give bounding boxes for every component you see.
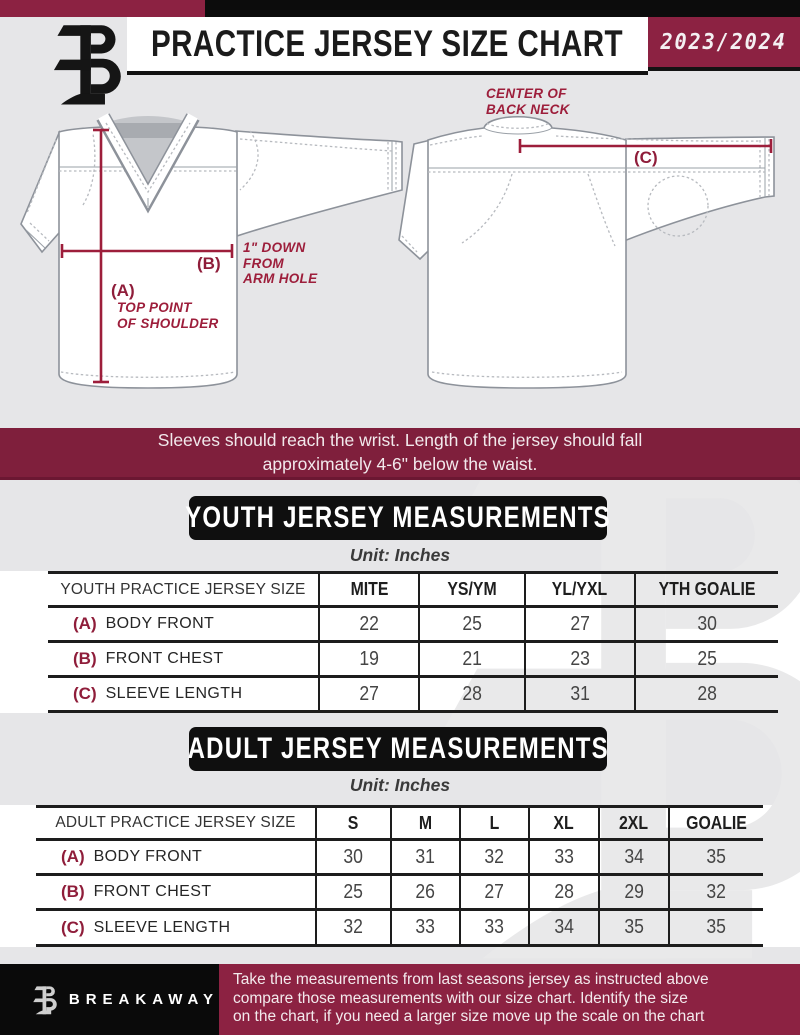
adult-cell: 30 — [315, 841, 390, 876]
adult-cell: 32 — [459, 841, 528, 876]
armhole-note: 1" DOWN FROM ARM HOLE — [243, 240, 318, 286]
back-jersey-drawing — [398, 115, 775, 389]
adult-cell: 32 — [315, 911, 390, 947]
adult-cell: 25 — [315, 876, 390, 911]
youth-cell: 25 — [418, 608, 524, 643]
adult-section-title-box: ADULT JERSEY MEASUREMENTS — [187, 727, 607, 771]
adult-size-header: GOALIE — [668, 805, 763, 841]
front-jersey-drawing — [20, 113, 403, 389]
youth-cell: 28 — [418, 678, 524, 713]
adult-row-label: (C) SLEEVE LENGTH — [36, 911, 315, 947]
youth-section-title-box: YOUTH JERSEY MEASUREMENTS — [185, 496, 610, 540]
label-c: (C) — [634, 148, 658, 167]
label-a: (A) — [111, 281, 135, 300]
adult-size-header: L — [459, 805, 528, 841]
adult-cell: 34 — [528, 911, 598, 947]
adult-size-header: S — [315, 805, 390, 841]
youth-row-label: (A) BODY FRONT — [48, 608, 318, 643]
footer-instructions: Take the measurements from last seasons … — [219, 964, 800, 1035]
youth-size-header: YTH GOALIE — [634, 571, 778, 608]
youth-unit-label: Unit: Inches — [349, 545, 451, 565]
breakaway-logo-icon — [53, 25, 121, 105]
shoulder-note: TOP POINT OF SHOULDER — [117, 300, 219, 331]
adult-cell: 31 — [390, 841, 459, 876]
season-box: 2023/2024 — [648, 17, 800, 71]
youth-row-label: (C) SLEEVE LENGTH — [48, 678, 318, 713]
youth-cell: 25 — [634, 643, 778, 678]
footer-brand-box: BREAKAWAY — [0, 964, 219, 1035]
adult-cell: 35 — [668, 841, 763, 876]
brand-name: BREAKAWAY — [68, 991, 219, 1008]
youth-size-header: YL/YXL — [524, 571, 634, 608]
youth-cell: 21 — [418, 643, 524, 678]
youth-cell: 23 — [524, 643, 634, 678]
breakaway-footer-logo-icon — [33, 985, 57, 1014]
youth-cell: 22 — [318, 608, 418, 643]
youth-size-header: YS/YM — [418, 571, 524, 608]
adult-cell: 35 — [668, 911, 763, 947]
youth-cell: 27 — [524, 608, 634, 643]
youth-size-header: MITE — [318, 571, 418, 608]
youth-size-table: YOUTH PRACTICE JERSEY SIZE MITE YS/YM YL… — [48, 571, 778, 713]
top-bar-black — [205, 0, 800, 17]
sleeve-instruction-banner: Sleeves should reach the wrist. Length o… — [0, 428, 800, 480]
back-neck-note: CENTER OF BACK NECK — [486, 86, 570, 117]
adult-col-header: ADULT PRACTICE JERSEY SIZE — [36, 805, 315, 841]
youth-cell: 27 — [318, 678, 418, 713]
adult-size-header: XL — [528, 805, 598, 841]
adult-cell: 33 — [459, 911, 528, 947]
label-b: (B) — [197, 254, 221, 273]
adult-size-header: 2XL — [598, 805, 668, 841]
youth-cell: 28 — [634, 678, 778, 713]
adult-row-label: (B) FRONT CHEST — [36, 876, 315, 911]
page-title: PRACTICE JERSEY SIZE CHART — [151, 23, 624, 64]
adult-row-label: (A) BODY FRONT — [36, 841, 315, 876]
youth-cell: 31 — [524, 678, 634, 713]
adult-unit-label: Unit: Inches — [349, 775, 451, 795]
adult-cell: 28 — [528, 876, 598, 911]
youth-cell: 19 — [318, 643, 418, 678]
adult-size-header: M — [390, 805, 459, 841]
adult-cell: 34 — [598, 841, 668, 876]
adult-cell: 35 — [598, 911, 668, 947]
youth-cell: 30 — [634, 608, 778, 643]
adult-cell: 27 — [459, 876, 528, 911]
adult-cell: 32 — [668, 876, 763, 911]
adult-cell: 29 — [598, 876, 668, 911]
youth-col-header: YOUTH PRACTICE JERSEY SIZE — [48, 571, 318, 608]
top-bar-maroon — [0, 0, 205, 17]
youth-row-label: (B) FRONT CHEST — [48, 643, 318, 678]
adult-cell: 26 — [390, 876, 459, 911]
adult-size-table: ADULT PRACTICE JERSEY SIZE S M L XL 2XL … — [36, 805, 763, 947]
season-label: 2023/2024 — [660, 29, 788, 55]
adult-cell: 33 — [528, 841, 598, 876]
adult-cell: 33 — [390, 911, 459, 947]
page-title-box: PRACTICE JERSEY SIZE CHART — [127, 17, 648, 75]
